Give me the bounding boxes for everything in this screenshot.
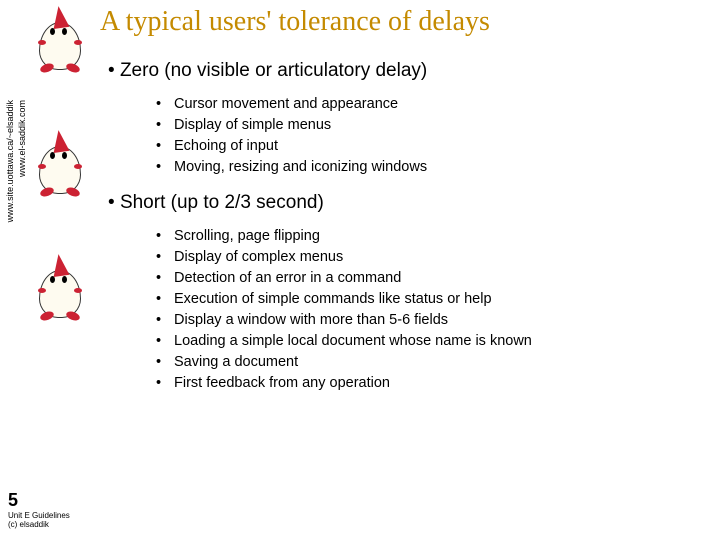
page-number: 5 (8, 490, 70, 511)
list-item: •Display of complex menus (156, 247, 698, 268)
duke-mascot-icon (36, 6, 84, 70)
list-item: •First feedback from any operation (156, 373, 698, 394)
sidebar-urls: www.site.uottawa.ca/~elsaddik www.el-sad… (6, 100, 36, 260)
heading-text: Zero (no visible or articulatory delay) (120, 60, 427, 81)
item-text: Display of complex menus (174, 249, 343, 265)
footer-line: Unit E Guidelines (8, 511, 70, 521)
list-item: •Detection of an error in a command (156, 268, 698, 289)
item-text: Moving, resizing and iconizing windows (174, 159, 427, 175)
url-text-1: www.site.uottawa.ca/~elsaddik (6, 100, 16, 222)
item-text: Display a window with more than 5-6 fiel… (174, 312, 448, 328)
list-item: •Cursor movement and appearance (156, 94, 698, 115)
mascot-column (36, 0, 96, 378)
sub-list: •Scrolling, page flipping •Display of co… (156, 226, 698, 394)
list-item: •Scrolling, page flipping (156, 226, 698, 247)
list-item: •Loading a simple local document whose n… (156, 331, 698, 352)
slide-title: A typical users' tolerance of delays (100, 6, 490, 38)
duke-mascot-icon (36, 130, 84, 194)
slide-content: Zero (no visible or articulatory delay) … (108, 60, 698, 398)
list-item: •Display a window with more than 5-6 fie… (156, 310, 698, 331)
heading-text: Short (up to 2/3 second) (120, 192, 324, 213)
item-text: Echoing of input (174, 138, 278, 154)
item-text: Display of simple menus (174, 117, 331, 133)
item-text: First feedback from any operation (174, 375, 390, 391)
item-text: Scrolling, page flipping (174, 228, 320, 244)
list-item: •Echoing of input (156, 136, 698, 157)
item-text: Execution of simple commands like status… (174, 291, 492, 307)
list-item: •Display of simple menus (156, 115, 698, 136)
item-text: Saving a document (174, 354, 298, 370)
section-heading: Short (up to 2/3 second) (108, 192, 698, 214)
url-text-2: www.el-saddik.com (18, 100, 28, 177)
duke-mascot-icon (36, 254, 84, 318)
footer: 5 Unit E Guidelines (c) elsaddik (8, 490, 70, 530)
sub-list: •Cursor movement and appearance •Display… (156, 94, 698, 178)
list-item: •Moving, resizing and iconizing windows (156, 157, 698, 178)
footer-line: (c) elsaddik (8, 520, 70, 530)
list-item: •Saving a document (156, 352, 698, 373)
list-item: •Execution of simple commands like statu… (156, 289, 698, 310)
section-heading: Zero (no visible or articulatory delay) (108, 60, 698, 82)
item-text: Cursor movement and appearance (174, 96, 398, 112)
item-text: Loading a simple local document whose na… (174, 333, 532, 349)
item-text: Detection of an error in a command (174, 270, 401, 286)
